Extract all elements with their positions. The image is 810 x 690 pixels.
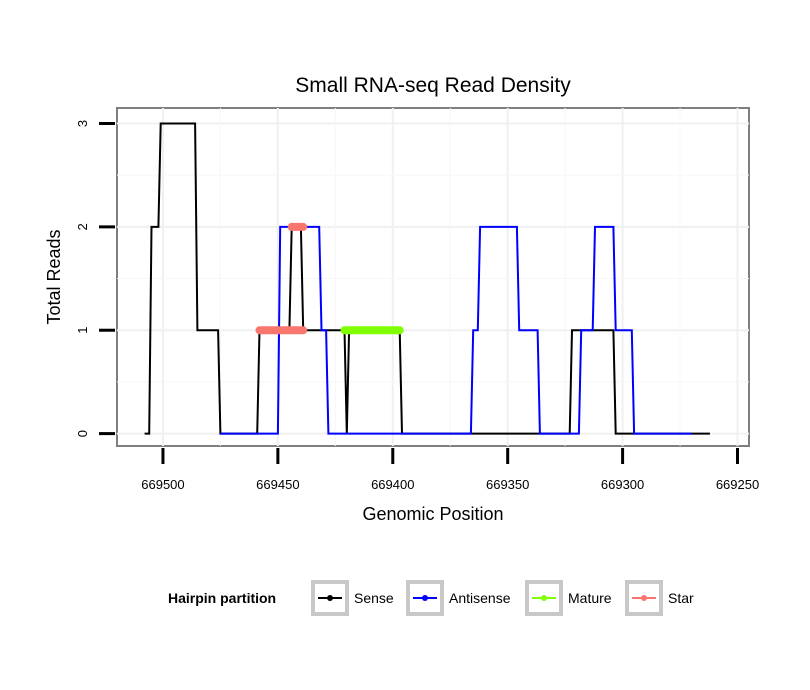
- legend-item-star: Star: [625, 580, 694, 616]
- legend-title: Hairpin partition: [168, 590, 276, 606]
- x-tick-label: 669250: [716, 477, 759, 492]
- legend-label-star: Star: [668, 590, 694, 606]
- x-tick-label: 669300: [601, 477, 644, 492]
- legend: Hairpin partition Sense Antisense Mature…: [168, 580, 694, 616]
- x-axis-title: Genomic Position: [362, 504, 503, 524]
- y-tick-label: 0: [75, 430, 90, 437]
- chart-title: Small RNA-seq Read Density: [295, 74, 571, 97]
- y-axis-title: Total Reads: [44, 229, 64, 324]
- legend-dot-sense: [327, 595, 333, 601]
- x-tick-label: 669350: [486, 477, 529, 492]
- legend-label-mature: Mature: [568, 590, 612, 606]
- legend-item-antisense: Antisense: [406, 580, 511, 616]
- plot-area: 669500 669450 669400 669350 669300 669250 0 1 2…: [75, 107, 759, 492]
- y-tick-label: 3: [75, 120, 90, 127]
- legend-dot-antisense: [422, 595, 428, 601]
- x-tick-label: 669450: [256, 477, 299, 492]
- y-axis: 0 1 2 3: [75, 120, 115, 437]
- series-layer: [144, 122, 710, 435]
- legend-item-sense: Sense: [311, 580, 394, 616]
- grid: [117, 108, 749, 446]
- legend-label-antisense: Antisense: [449, 590, 511, 606]
- legend-item-mature: Mature: [525, 580, 612, 616]
- legend-dot-star: [641, 595, 647, 601]
- y-tick-label: 1: [75, 327, 90, 334]
- x-axis: 669500 669450 669400 669350 669300 669250: [141, 448, 759, 492]
- y-tick-label: 2: [75, 223, 90, 230]
- x-tick-label: 669500: [141, 477, 184, 492]
- x-tick-label: 669400: [371, 477, 414, 492]
- legend-dot-mature: [541, 595, 547, 601]
- plot-panel: [116, 107, 750, 447]
- legend-label-sense: Sense: [354, 590, 394, 606]
- series-line-antisense: [220, 225, 692, 435]
